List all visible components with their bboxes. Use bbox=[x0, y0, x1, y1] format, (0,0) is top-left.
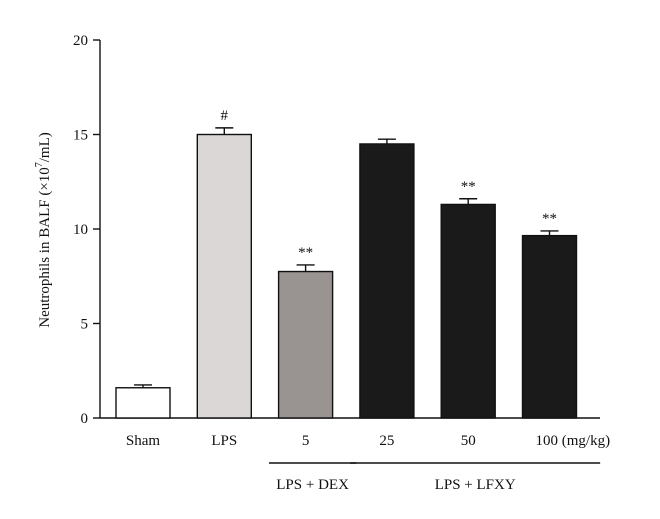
y-axis-title-superscript: 7 bbox=[34, 162, 45, 167]
y-tick-label: 20 bbox=[73, 33, 88, 49]
y-tick-label: 5 bbox=[81, 317, 89, 333]
significance-marker: ** bbox=[542, 211, 557, 227]
group-brackets: LPS + DEX LPS + LFXY bbox=[268, 462, 601, 493]
x-category-label: 50 bbox=[461, 433, 476, 449]
bars bbox=[115, 133, 578, 419]
y-axis-title-tail: /mL) bbox=[37, 132, 53, 162]
group-label: LPS + DEX bbox=[276, 477, 349, 493]
significance-marker: # bbox=[221, 108, 229, 124]
x-category-label: 100 (mg/kg) bbox=[536, 433, 611, 449]
y-tick-label: 0 bbox=[81, 411, 89, 427]
bar-4 bbox=[440, 203, 496, 419]
category-labels: Sham LPS 5 25 50 100 (mg/kg) bbox=[126, 433, 610, 449]
x-category-label: LPS bbox=[211, 433, 237, 449]
x-category-label: Sham bbox=[126, 433, 161, 449]
y-axis-title-main: Neutrophils in BALF (×10 bbox=[37, 167, 53, 328]
bar-0 bbox=[115, 387, 171, 419]
group-label: LPS + LFXY bbox=[435, 477, 516, 493]
x-category-label: 25 bbox=[379, 433, 394, 449]
significance-markers: # ** ** ** bbox=[221, 108, 557, 261]
y-axis: 0 5 10 15 20 bbox=[73, 33, 101, 427]
significance-marker: ** bbox=[461, 179, 476, 195]
y-tick-label: 10 bbox=[73, 222, 88, 238]
bar-1 bbox=[196, 133, 253, 419]
significance-marker: ** bbox=[298, 245, 313, 261]
x-category-label: 5 bbox=[302, 433, 310, 449]
error-bars bbox=[134, 127, 559, 388]
bar-5 bbox=[521, 234, 578, 419]
y-axis-title: Neutrophils in BALF (×107/mL) bbox=[34, 132, 53, 328]
bar-3 bbox=[359, 143, 415, 419]
bar-2 bbox=[277, 270, 334, 419]
y-tick-label: 15 bbox=[73, 128, 88, 144]
